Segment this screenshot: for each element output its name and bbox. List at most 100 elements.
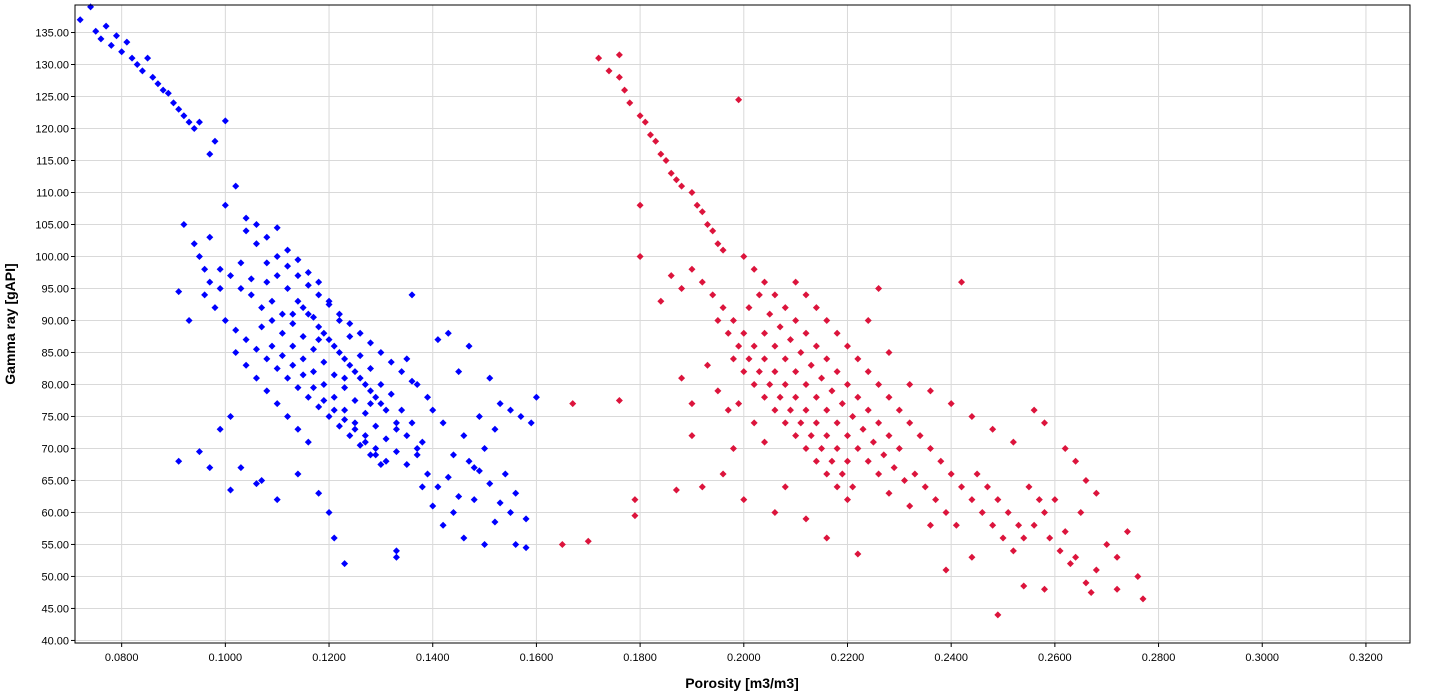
data-point bbox=[833, 368, 841, 376]
data-point bbox=[309, 384, 317, 392]
data-point bbox=[252, 345, 260, 353]
data-point bbox=[475, 467, 483, 475]
data-point bbox=[408, 419, 416, 427]
data-point bbox=[849, 412, 857, 420]
data-point bbox=[942, 508, 950, 516]
data-point bbox=[724, 329, 732, 337]
y-tick-label: 80.00 bbox=[41, 379, 69, 391]
data-point bbox=[346, 361, 354, 369]
y-tick-label: 40.00 bbox=[41, 635, 69, 647]
data-point bbox=[263, 278, 271, 286]
data-point bbox=[735, 400, 743, 408]
data-point bbox=[180, 112, 188, 120]
data-point bbox=[911, 470, 919, 478]
data-point bbox=[776, 393, 784, 401]
data-point bbox=[294, 425, 302, 433]
data-point bbox=[895, 406, 903, 414]
data-point bbox=[802, 380, 810, 388]
data-point bbox=[812, 393, 820, 401]
plot-area bbox=[75, 5, 1410, 643]
y-tick-label: 55.00 bbox=[41, 539, 69, 551]
data-point bbox=[854, 393, 862, 401]
data-point bbox=[968, 496, 976, 504]
data-point bbox=[170, 99, 178, 107]
data-point bbox=[885, 489, 893, 497]
data-point bbox=[434, 483, 442, 491]
data-point bbox=[854, 355, 862, 363]
data-point bbox=[569, 400, 577, 408]
data-point bbox=[719, 304, 727, 312]
data-point bbox=[335, 316, 343, 324]
data-point bbox=[449, 451, 457, 459]
data-point bbox=[672, 176, 680, 184]
x-tick-label: 0.1600 bbox=[520, 652, 554, 664]
data-point bbox=[771, 291, 779, 299]
data-point bbox=[195, 448, 203, 456]
data-point bbox=[709, 291, 717, 299]
data-point bbox=[843, 432, 851, 440]
data-point bbox=[491, 518, 499, 526]
data-point bbox=[843, 457, 851, 465]
data-point bbox=[252, 220, 260, 228]
x-tick-label: 0.3200 bbox=[1349, 652, 1383, 664]
data-point bbox=[372, 393, 380, 401]
data-point bbox=[1009, 547, 1017, 555]
data-point bbox=[185, 118, 193, 126]
data-point bbox=[615, 73, 623, 81]
data-point bbox=[983, 483, 991, 491]
data-point bbox=[657, 150, 665, 158]
grid-lines bbox=[75, 5, 1410, 643]
data-point bbox=[273, 252, 281, 260]
data-point bbox=[128, 54, 136, 62]
data-point bbox=[138, 67, 146, 75]
data-point bbox=[382, 457, 390, 465]
x-tick-label: 0.1400 bbox=[416, 652, 450, 664]
data-point bbox=[506, 406, 514, 414]
data-point bbox=[299, 332, 307, 340]
data-point bbox=[719, 246, 727, 254]
data-point bbox=[97, 35, 105, 43]
data-point bbox=[792, 432, 800, 440]
data-point bbox=[584, 537, 592, 545]
data-point bbox=[470, 496, 478, 504]
data-point bbox=[315, 403, 323, 411]
data-point bbox=[398, 368, 406, 376]
data-point bbox=[118, 48, 126, 56]
data-point bbox=[792, 368, 800, 376]
data-point bbox=[413, 444, 421, 452]
data-point bbox=[309, 368, 317, 376]
data-point bbox=[937, 457, 945, 465]
data-point bbox=[709, 227, 717, 235]
data-point bbox=[615, 51, 623, 59]
data-point bbox=[455, 492, 463, 500]
data-point bbox=[786, 406, 794, 414]
data-point bbox=[1015, 521, 1023, 529]
data-point bbox=[781, 483, 789, 491]
data-point bbox=[1061, 528, 1069, 536]
data-point bbox=[1113, 585, 1121, 593]
data-points bbox=[76, 3, 1147, 619]
data-point bbox=[201, 291, 209, 299]
x-tick-label: 0.1800 bbox=[623, 652, 657, 664]
data-point bbox=[1020, 582, 1028, 590]
y-axis-ticks: 40.00 45.00 50.00 55.00 60.00 65.00 70.00 75.00… bbox=[35, 28, 75, 647]
data-point bbox=[486, 480, 494, 488]
data-point bbox=[444, 473, 452, 481]
data-point bbox=[294, 297, 302, 305]
data-point bbox=[372, 422, 380, 430]
data-point bbox=[252, 374, 260, 382]
data-point bbox=[206, 278, 214, 286]
data-point bbox=[755, 368, 763, 376]
data-point bbox=[309, 345, 317, 353]
data-point bbox=[247, 275, 255, 283]
data-point bbox=[278, 352, 286, 360]
data-point bbox=[1056, 547, 1064, 555]
data-point bbox=[802, 329, 810, 337]
data-point bbox=[356, 352, 364, 360]
data-point bbox=[1030, 521, 1038, 529]
data-point bbox=[392, 547, 400, 555]
data-point bbox=[377, 460, 385, 468]
data-point bbox=[932, 496, 940, 504]
data-point bbox=[1072, 457, 1080, 465]
data-point bbox=[107, 41, 115, 49]
